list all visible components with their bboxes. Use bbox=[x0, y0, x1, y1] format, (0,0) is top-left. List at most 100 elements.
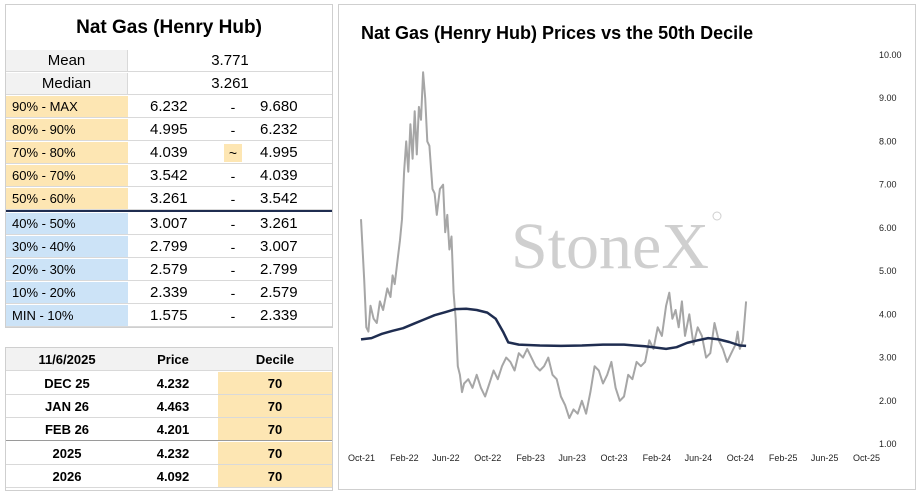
decile-low-value: 2.339 bbox=[128, 282, 218, 304]
x-tick-label: Jun-25 bbox=[811, 453, 839, 463]
decile-low-value: 6.232 bbox=[128, 96, 218, 118]
decile-low-value: 2.799 bbox=[128, 236, 218, 258]
decile-header: Decile bbox=[218, 348, 332, 371]
x-tick-label: Oct-23 bbox=[601, 453, 628, 463]
contract-label: JAN 26 bbox=[6, 395, 128, 418]
decile-separator: - bbox=[218, 305, 248, 327]
curve-row: DEC 25 4.232 70 bbox=[6, 372, 332, 395]
decile-50-series-line bbox=[360, 307, 747, 351]
decile-low-value: 3.007 bbox=[128, 213, 218, 235]
decile-range-label: 40% - 50% bbox=[6, 213, 128, 235]
decile-high-value: 2.579 bbox=[248, 282, 332, 304]
decile-separator: - bbox=[218, 259, 248, 281]
decile-range-label: MIN - 10% bbox=[6, 305, 128, 327]
x-tick-label: Feb-25 bbox=[769, 453, 798, 463]
contract-decile: 70 bbox=[218, 465, 332, 488]
contract-decile: 70 bbox=[218, 442, 332, 465]
current-decile-marker: ~ bbox=[224, 144, 242, 162]
chart-title: Nat Gas (Henry Hub) Prices vs the 50th D… bbox=[361, 23, 754, 43]
contract-label: 2026 bbox=[6, 465, 128, 488]
x-tick-label: Jun-22 bbox=[432, 453, 460, 463]
median-divider bbox=[6, 210, 332, 212]
decile-high-value: 3.542 bbox=[248, 188, 332, 210]
decile-row: 20% - 30% 2.579-2.799 bbox=[6, 259, 332, 282]
contract-decile: 70 bbox=[218, 395, 332, 418]
decile-high-value: 2.339 bbox=[248, 305, 332, 327]
median-row: Median 3.261 bbox=[6, 73, 332, 96]
decile-low-value: 3.261 bbox=[128, 188, 218, 210]
mean-row: Mean 3.771 bbox=[6, 50, 332, 73]
decile-row: 80% - 90% 4.995-6.232 bbox=[6, 119, 332, 142]
decile-row: 90% - MAX 6.232-9.680 bbox=[6, 96, 332, 119]
decile-low-value: 1.575 bbox=[128, 305, 218, 327]
x-tick-label: Oct-25 bbox=[853, 453, 880, 463]
y-tick-label: 2.00 bbox=[879, 396, 897, 406]
y-tick-label: 4.00 bbox=[879, 309, 897, 319]
x-tick-label: Feb-24 bbox=[643, 453, 672, 463]
decile-high-value: 3.007 bbox=[248, 236, 332, 258]
decile-range-label: 10% - 20% bbox=[6, 282, 128, 304]
contract-label: FEB 26 bbox=[6, 418, 128, 441]
price-header: Price bbox=[128, 348, 218, 371]
decile-range-label: 30% - 40% bbox=[6, 236, 128, 258]
contract-label: DEC 25 bbox=[6, 372, 128, 395]
curve-row: FEB 26 4.201 70 bbox=[6, 418, 332, 441]
y-tick-label: 6.00 bbox=[879, 223, 897, 233]
decile-separator: - bbox=[218, 165, 248, 187]
decile-low-value: 4.995 bbox=[128, 119, 218, 141]
chart-canvas: StoneX 1.00 2.00 3.00 4.00 5.00 6.00 7.00 8.00 9… bbox=[348, 50, 902, 463]
x-tick-label: Feb-22 bbox=[390, 453, 419, 463]
curve-row: 2026 4.092 70 bbox=[6, 465, 332, 488]
y-tick-label: 7.00 bbox=[879, 180, 897, 190]
mean-label: Mean bbox=[6, 50, 128, 72]
watermark-registered-icon bbox=[712, 211, 722, 221]
contract-decile: 70 bbox=[218, 372, 332, 395]
decile-row: 30% - 40% 2.799-3.007 bbox=[6, 236, 332, 259]
decile-row: 70% - 80% 4.039 ~4.995 bbox=[6, 142, 332, 165]
y-tick-label: 3.00 bbox=[879, 353, 897, 363]
contract-price: 4.092 bbox=[128, 465, 218, 488]
decile-low-value: 3.542 bbox=[128, 165, 218, 187]
y-tick-label: 8.00 bbox=[879, 136, 897, 146]
contract-label: 2025 bbox=[6, 442, 128, 465]
decile-table-title: Nat Gas (Henry Hub) bbox=[76, 17, 262, 38]
contract-price: 4.463 bbox=[128, 395, 218, 418]
decile-high-value: 4.995 bbox=[248, 142, 332, 164]
decile-row: 60% - 70% 3.542-4.039 bbox=[6, 165, 332, 188]
decile-low-value: 4.039 bbox=[128, 142, 218, 164]
curve-table: 11/6/2025 Price Decile DEC 25 4.232 70 JAN … bbox=[5, 347, 333, 491]
mean-value: 3.771 bbox=[128, 50, 332, 72]
curve-table-header: 11/6/2025 Price Decile bbox=[6, 348, 332, 371]
y-tick-label: 5.00 bbox=[879, 266, 897, 276]
x-tick-label: Jun-24 bbox=[685, 453, 713, 463]
decile-row: 50% - 60% 3.261-3.542 bbox=[6, 188, 332, 211]
price-series-line bbox=[360, 71, 748, 420]
curve-table-divider bbox=[6, 440, 332, 441]
decile-separator: - bbox=[218, 96, 248, 118]
contract-decile: 70 bbox=[218, 418, 332, 441]
price-chart: StoneX 1.00 2.00 3.00 4.00 5.00 6.00 7.00 8.00 9… bbox=[338, 4, 916, 490]
contract-price: 4.201 bbox=[128, 418, 218, 441]
decile-range-label: 50% - 60% bbox=[6, 188, 128, 210]
curve-row: 2025 4.232 70 bbox=[6, 442, 332, 465]
y-tick-label: 9.00 bbox=[879, 93, 897, 103]
contract-price: 4.232 bbox=[128, 442, 218, 465]
decile-range-label: 90% - MAX bbox=[6, 96, 128, 118]
decile-range-label: 60% - 70% bbox=[6, 165, 128, 187]
decile-high-value: 4.039 bbox=[248, 165, 332, 187]
decile-table: Nat Gas (Henry Hub) Mean 3.771 Median 3.… bbox=[5, 4, 333, 328]
x-tick-label: Oct-21 bbox=[348, 453, 375, 463]
decile-separator: - bbox=[218, 188, 248, 210]
decile-range-label: 70% - 80% bbox=[6, 142, 128, 164]
date-header: 11/6/2025 bbox=[6, 348, 128, 371]
x-tick-label: Feb-23 bbox=[516, 453, 545, 463]
x-tick-label: Oct-22 bbox=[474, 453, 501, 463]
decile-range-label: 20% - 30% bbox=[6, 259, 128, 281]
y-tick-label: 1.00 bbox=[879, 439, 897, 449]
decile-row: 10% - 20% 2.339-2.579 bbox=[6, 282, 332, 305]
watermark: StoneX bbox=[511, 210, 709, 283]
decile-separator: - bbox=[218, 236, 248, 258]
decile-separator: - bbox=[218, 282, 248, 304]
decile-low-value: 2.579 bbox=[128, 259, 218, 281]
y-tick-label: 10.00 bbox=[879, 50, 902, 60]
